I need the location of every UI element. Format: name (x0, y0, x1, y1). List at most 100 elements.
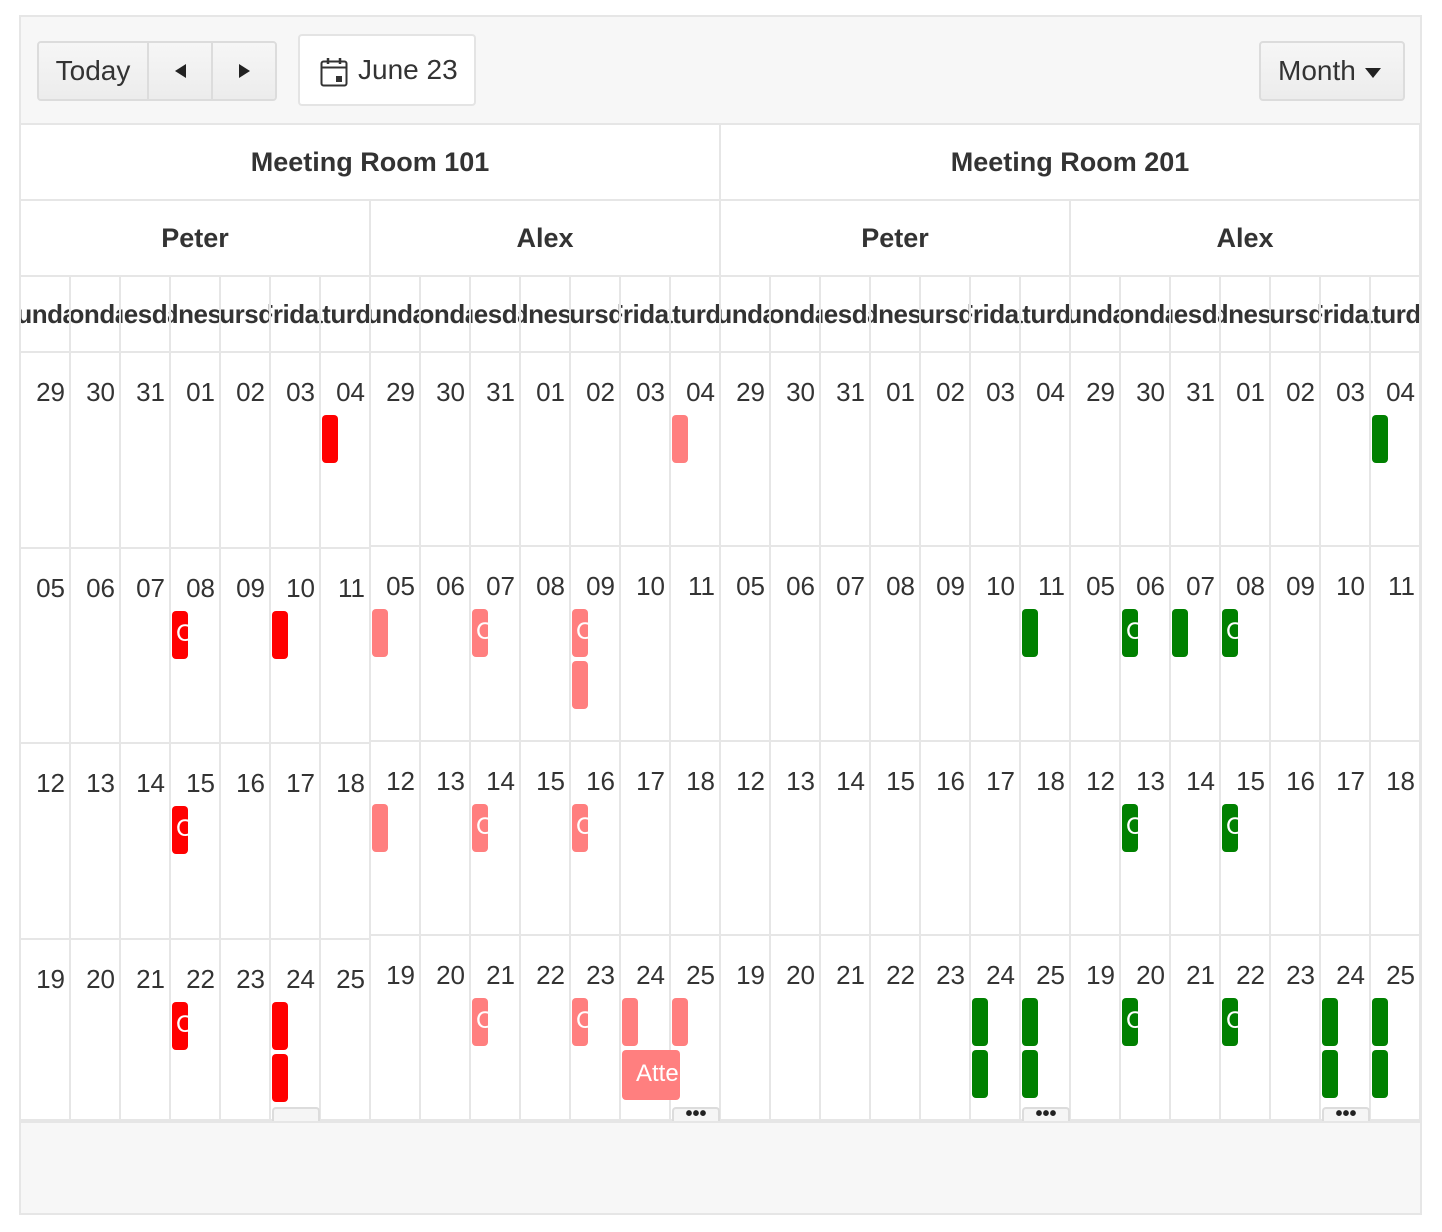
event-item[interactable]: C (572, 609, 588, 657)
event-item[interactable] (1372, 1050, 1388, 1098)
event-item[interactable]: C (1222, 609, 1238, 657)
event-item[interactable] (1322, 998, 1338, 1046)
event-item[interactable]: C (172, 1002, 188, 1050)
day-cell[interactable] (671, 547, 721, 742)
event-item[interactable] (272, 611, 288, 659)
date-picker-button[interactable]: June 23 (298, 34, 476, 106)
event-item[interactable] (622, 998, 638, 1046)
day-cell[interactable] (1071, 353, 1121, 547)
event-item[interactable] (672, 998, 688, 1046)
day-cell[interactable] (521, 353, 571, 547)
event-item[interactable] (1022, 998, 1038, 1046)
day-cell[interactable] (771, 547, 821, 742)
day-cell[interactable] (21, 940, 71, 1121)
day-cell[interactable] (1271, 353, 1321, 547)
day-cell[interactable] (21, 549, 71, 744)
day-cell[interactable] (121, 549, 171, 744)
day-cell[interactable] (171, 353, 221, 549)
day-cell[interactable] (971, 353, 1021, 547)
day-cell[interactable] (1121, 353, 1171, 547)
day-cell[interactable] (771, 936, 821, 1121)
day-cell[interactable] (421, 936, 471, 1121)
day-cell[interactable] (621, 742, 671, 936)
day-cell[interactable] (1071, 742, 1121, 936)
day-cell[interactable] (971, 742, 1021, 936)
event-item[interactable]: C (1122, 804, 1138, 852)
event-item[interactable] (1372, 998, 1388, 1046)
day-cell[interactable] (221, 353, 271, 549)
day-cell[interactable] (621, 547, 671, 742)
day-cell[interactable] (1071, 547, 1121, 742)
day-cell[interactable] (71, 549, 121, 744)
day-cell[interactable] (921, 547, 971, 742)
day-cell[interactable] (121, 744, 171, 940)
event-item[interactable] (1022, 609, 1038, 657)
event-item[interactable]: C (172, 806, 188, 854)
day-cell[interactable] (1321, 353, 1371, 547)
event-item[interactable] (972, 998, 988, 1046)
day-cell[interactable] (721, 936, 771, 1121)
day-cell[interactable] (1271, 742, 1321, 936)
day-cell[interactable] (821, 936, 871, 1121)
day-cell[interactable] (771, 353, 821, 547)
day-cell[interactable] (421, 547, 471, 742)
day-cell[interactable] (721, 742, 771, 936)
day-cell[interactable] (71, 940, 121, 1121)
day-cell[interactable] (1171, 742, 1221, 936)
day-cell[interactable] (921, 353, 971, 547)
day-cell[interactable] (371, 353, 421, 547)
day-cell[interactable] (71, 353, 121, 549)
previous-button[interactable] (147, 43, 211, 99)
day-cell[interactable] (21, 744, 71, 940)
day-cell[interactable] (1021, 353, 1071, 547)
day-cell[interactable] (771, 742, 821, 936)
day-cell[interactable] (321, 549, 371, 744)
event-item[interactable]: C (472, 609, 488, 657)
event-item[interactable] (1372, 415, 1388, 463)
day-cell[interactable] (1171, 353, 1221, 547)
day-cell[interactable] (621, 353, 671, 547)
day-cell[interactable] (221, 549, 271, 744)
event-item[interactable]: C (1122, 998, 1138, 1046)
event-item[interactable]: C (1122, 609, 1138, 657)
event-item[interactable]: C (572, 804, 588, 852)
event-item[interactable] (372, 609, 388, 657)
day-cell[interactable] (21, 353, 71, 549)
day-cell[interactable] (821, 353, 871, 547)
day-cell[interactable] (871, 353, 921, 547)
event-item[interactable] (272, 1054, 288, 1102)
event-item[interactable]: C (1222, 804, 1238, 852)
day-cell[interactable] (1071, 936, 1121, 1121)
view-select-button[interactable]: Month (1259, 41, 1405, 101)
day-cell[interactable] (471, 353, 521, 547)
day-cell[interactable] (921, 742, 971, 936)
day-cell[interactable] (871, 547, 921, 742)
day-cell[interactable] (821, 742, 871, 936)
day-cell[interactable] (321, 940, 371, 1121)
day-cell[interactable] (871, 742, 921, 936)
day-cell[interactable] (1271, 936, 1321, 1121)
day-cell[interactable] (421, 742, 471, 936)
day-cell[interactable] (271, 744, 321, 940)
day-cell[interactable] (1371, 742, 1420, 936)
day-cell[interactable] (871, 936, 921, 1121)
event-item[interactable] (272, 1002, 288, 1050)
event-item[interactable]: C (472, 804, 488, 852)
event-item[interactable]: C (472, 998, 488, 1046)
day-cell[interactable] (971, 547, 1021, 742)
event-item[interactable] (372, 804, 388, 852)
day-cell[interactable] (321, 744, 371, 940)
event-item[interactable]: C (1222, 998, 1238, 1046)
event-item[interactable] (1172, 609, 1188, 657)
day-cell[interactable] (121, 940, 171, 1121)
day-cell[interactable] (371, 936, 421, 1121)
day-cell[interactable] (221, 940, 271, 1121)
day-cell[interactable] (521, 936, 571, 1121)
day-cell[interactable] (1321, 742, 1371, 936)
day-cell[interactable] (1221, 353, 1271, 547)
day-cell[interactable] (1021, 742, 1071, 936)
day-cell[interactable] (721, 353, 771, 547)
event-item[interactable]: C (572, 998, 588, 1046)
day-cell[interactable] (521, 742, 571, 936)
event-item[interactable]: C (172, 611, 188, 659)
